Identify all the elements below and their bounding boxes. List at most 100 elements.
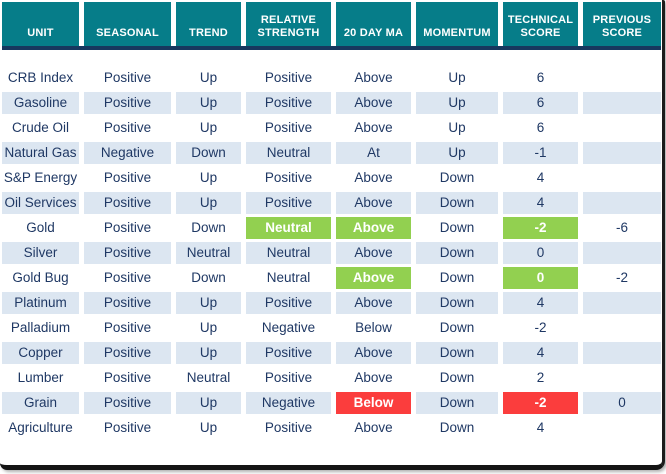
- cell-technical-score: 4: [503, 342, 578, 364]
- cell-trend: Up: [176, 192, 241, 214]
- cell-previous-score: [583, 342, 661, 364]
- cell-trend: Down: [176, 267, 241, 289]
- cell-previous-score: -6: [583, 217, 661, 239]
- cell-seasonal: Positive: [84, 417, 171, 439]
- commodity-technical-score-table: UNIT SEASONAL TREND RELATIVE STRENGTH 20…: [2, 2, 661, 442]
- cell-seasonal: Positive: [84, 367, 171, 389]
- cell-relative-strength: Positive: [246, 167, 331, 189]
- column-header-20-day-ma: 20 DAY MA: [336, 2, 411, 46]
- cell-momentum: Down: [416, 217, 498, 239]
- cell-previous-score: [583, 417, 661, 439]
- cell-seasonal: Positive: [84, 292, 171, 314]
- cell-trend: Up: [176, 317, 241, 339]
- cell-ma20: Above: [336, 167, 411, 189]
- column-header-unit: UNIT: [2, 2, 79, 46]
- cell-ma20: Above: [336, 242, 411, 264]
- cell-ma20: Below: [336, 317, 411, 339]
- cell-momentum: Down: [416, 267, 498, 289]
- cell-ma20: Above: [336, 67, 411, 89]
- cell-relative-strength: Positive: [246, 342, 331, 364]
- cell-previous-score: [583, 242, 661, 264]
- cell-previous-score: [583, 92, 661, 114]
- cell-unit: Lumber: [2, 367, 79, 389]
- cell-unit: Agriculture: [2, 417, 79, 439]
- cell-trend: Up: [176, 292, 241, 314]
- cell-ma20: Above: [336, 192, 411, 214]
- column-header-trend: TREND: [176, 2, 241, 46]
- column-header-previous-score: PREVIOUS SCORE: [583, 2, 661, 46]
- cell-seasonal: Positive: [84, 92, 171, 114]
- cell-unit: Platinum: [2, 292, 79, 314]
- cell-trend: Up: [176, 417, 241, 439]
- cell-previous-score: [583, 67, 661, 89]
- cell-relative-strength: Neutral: [246, 242, 331, 264]
- cell-unit: Copper: [2, 342, 79, 364]
- cell-momentum: Up: [416, 142, 498, 164]
- cell-seasonal: Negative: [84, 142, 171, 164]
- cell-momentum: Down: [416, 392, 498, 414]
- cell-unit: Silver: [2, 242, 79, 264]
- cell-trend: Up: [176, 117, 241, 139]
- cell-relative-strength: Positive: [246, 92, 331, 114]
- cell-seasonal: Positive: [84, 342, 171, 364]
- cell-momentum: Up: [416, 117, 498, 139]
- cell-momentum: Down: [416, 342, 498, 364]
- cell-trend: Up: [176, 167, 241, 189]
- cell-seasonal: Positive: [84, 67, 171, 89]
- cell-unit: S&P Energy: [2, 167, 79, 189]
- cell-technical-score: 4: [503, 292, 578, 314]
- cell-technical-score: 6: [503, 117, 578, 139]
- column-header-momentum: MOMENTUM: [416, 2, 498, 46]
- cell-previous-score: [583, 192, 661, 214]
- cell-trend: Neutral: [176, 242, 241, 264]
- cell-seasonal: Positive: [84, 392, 171, 414]
- cell-relative-strength: Neutral: [246, 267, 331, 289]
- cell-trend: Up: [176, 92, 241, 114]
- cell-unit: Palladium: [2, 317, 79, 339]
- cell-unit: Oil Services: [2, 192, 79, 214]
- cell-momentum: Down: [416, 167, 498, 189]
- cell-ma20: Above: [336, 342, 411, 364]
- cell-ma20: Above: [336, 267, 411, 289]
- cell-relative-strength: Negative: [246, 392, 331, 414]
- cell-seasonal: Positive: [84, 267, 171, 289]
- column-header-seasonal: SEASONAL: [84, 2, 171, 46]
- cell-technical-score: -1: [503, 142, 578, 164]
- blank-row: [2, 50, 661, 67]
- cell-technical-score: 4: [503, 167, 578, 189]
- cell-relative-strength: Positive: [246, 417, 331, 439]
- cell-relative-strength: Positive: [246, 67, 331, 89]
- cell-technical-score: 2: [503, 367, 578, 389]
- cell-unit: Natural Gas: [2, 142, 79, 164]
- cell-unit: Gold: [2, 217, 79, 239]
- column-header-relative-strength: RELATIVE STRENGTH: [246, 2, 331, 46]
- cell-trend: Down: [176, 142, 241, 164]
- cell-technical-score: 6: [503, 92, 578, 114]
- cell-previous-score: [583, 142, 661, 164]
- cell-previous-score: [583, 317, 661, 339]
- cell-technical-score: -2: [503, 217, 578, 239]
- cell-unit: Gasoline: [2, 92, 79, 114]
- cell-ma20: Below: [336, 392, 411, 414]
- cell-relative-strength: Positive: [246, 117, 331, 139]
- cell-momentum: Down: [416, 367, 498, 389]
- cell-unit: Grain: [2, 392, 79, 414]
- cell-previous-score: -2: [583, 267, 661, 289]
- cell-momentum: Down: [416, 317, 498, 339]
- cell-ma20: Above: [336, 417, 411, 439]
- cell-technical-score: 6: [503, 67, 578, 89]
- cell-momentum: Up: [416, 67, 498, 89]
- cell-trend: Down: [176, 217, 241, 239]
- cell-trend: Up: [176, 67, 241, 89]
- cell-relative-strength: Neutral: [246, 217, 331, 239]
- cell-momentum: Down: [416, 192, 498, 214]
- cell-previous-score: [583, 367, 661, 389]
- cell-relative-strength: Negative: [246, 317, 331, 339]
- cell-ma20: Above: [336, 117, 411, 139]
- cell-technical-score: 0: [503, 267, 578, 289]
- cell-previous-score: [583, 117, 661, 139]
- cell-momentum: Down: [416, 417, 498, 439]
- cell-ma20: Above: [336, 292, 411, 314]
- cell-previous-score: [583, 167, 661, 189]
- cell-previous-score: 0: [583, 392, 661, 414]
